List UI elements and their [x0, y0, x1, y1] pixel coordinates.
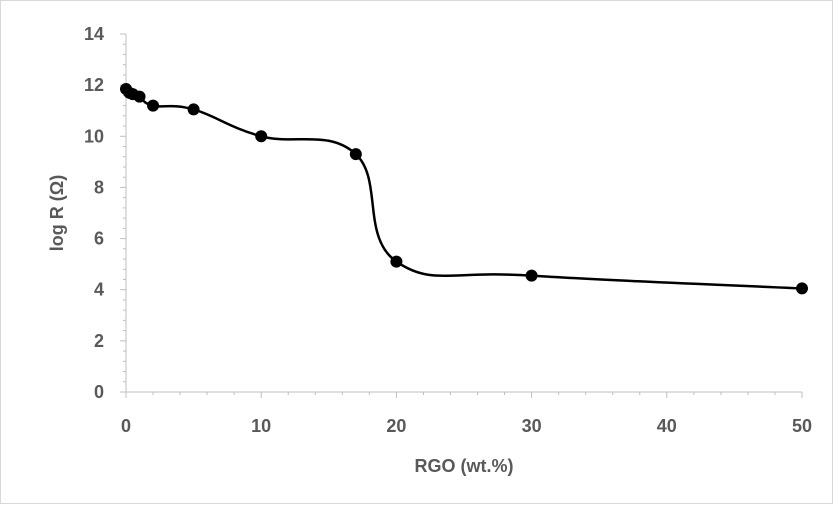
x-tick-label: 20	[386, 416, 406, 436]
ticks	[120, 33, 803, 398]
x-tick-label: 10	[251, 416, 271, 436]
y-tick-label: 12	[84, 75, 104, 95]
x-axis-title: RGO (wt.%)	[415, 456, 514, 476]
x-tick-label: 30	[522, 416, 542, 436]
y-tick-label: 8	[94, 177, 104, 197]
series-line	[125, 88, 803, 290]
y-tick-label: 4	[94, 280, 104, 300]
y-tick-label: 0	[94, 382, 104, 402]
data-point	[187, 103, 200, 116]
data-point	[133, 90, 146, 103]
data-points	[120, 82, 808, 295]
axes	[125, 34, 802, 393]
x-tick-label: 50	[792, 416, 812, 436]
y-tick-label: 14	[84, 24, 104, 44]
y-tick-label: 6	[94, 229, 104, 249]
y-tick-label: 10	[84, 126, 104, 146]
data-point	[796, 282, 808, 295]
data-point	[349, 148, 362, 161]
data-point	[525, 269, 538, 282]
tick-labels: 0 2 4 6 8 10 12 14 0 10 20 30 40 50	[84, 24, 812, 436]
data-point	[147, 99, 160, 112]
y-axis-title: log R (Ω)	[47, 175, 67, 251]
x-tick-label: 40	[657, 416, 677, 436]
data-point	[390, 255, 403, 268]
y-tick-label: 2	[94, 331, 104, 351]
x-tick-label: 0	[121, 416, 131, 436]
data-point	[255, 130, 268, 143]
